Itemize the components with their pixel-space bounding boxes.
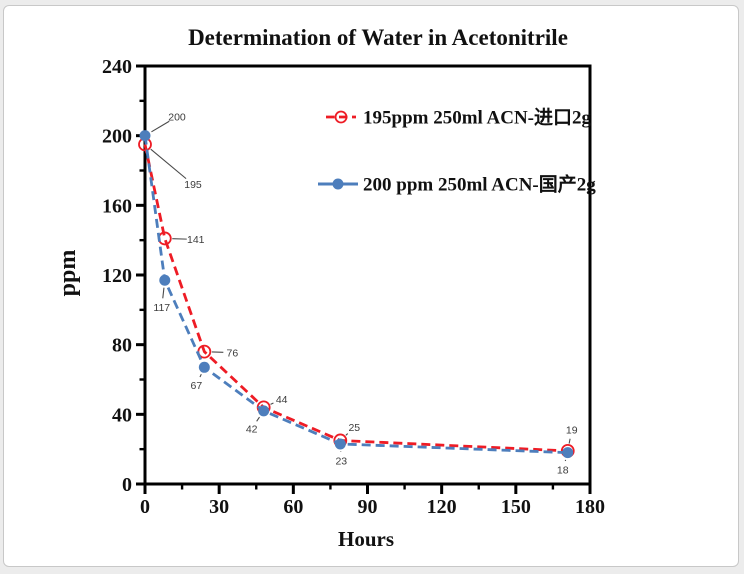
data-point-label: 195 bbox=[184, 179, 202, 191]
data-point-label: 141 bbox=[187, 234, 205, 246]
data-point-label: 76 bbox=[226, 347, 238, 359]
chart-card bbox=[3, 5, 739, 567]
x-tick-label: 120 bbox=[427, 496, 457, 518]
y-axis-title: ppm bbox=[55, 250, 81, 297]
y-tick-label: 40 bbox=[112, 404, 132, 426]
label-leader-line bbox=[345, 433, 349, 436]
x-axis-title: Hours bbox=[338, 527, 394, 551]
data-point-label: 18 bbox=[557, 464, 569, 476]
data-point-filled-circle bbox=[198, 361, 210, 373]
x-tick-label: 0 bbox=[140, 496, 150, 518]
label-leader-line bbox=[150, 148, 187, 180]
y-tick-label: 200 bbox=[102, 126, 132, 148]
data-point-labels: 195 141 76 44 25 19 200 117 67 42 23 18 bbox=[150, 111, 578, 476]
y-tick-label: 160 bbox=[102, 195, 132, 217]
x-tick-label: 90 bbox=[358, 496, 378, 518]
data-point-label: 25 bbox=[348, 422, 360, 434]
y-tick-label: 120 bbox=[102, 265, 132, 287]
x-tick-label: 60 bbox=[283, 496, 303, 518]
chart-title: Determination of Water in Acetonitrile bbox=[188, 25, 568, 50]
label-leader-line bbox=[568, 438, 571, 444]
legend-open-circle-marker-icon bbox=[334, 110, 348, 124]
plot-border bbox=[143, 64, 592, 486]
data-point-filled-circle bbox=[139, 130, 151, 142]
label-leader-line bbox=[270, 402, 274, 405]
data-point-label: 67 bbox=[190, 380, 202, 392]
x-tick-label: 180 bbox=[575, 496, 605, 518]
x-tick-label: 150 bbox=[501, 496, 531, 518]
data-point-label: 23 bbox=[335, 456, 347, 468]
series-line-0 bbox=[143, 144, 568, 453]
plot-area: 0 30 60 90 120 150 180 0 40 80 120 160 200 240 195 141… bbox=[102, 56, 605, 518]
data-point-filled-circle bbox=[562, 447, 574, 459]
label-leader-line bbox=[151, 120, 170, 133]
data-point-filled-circle bbox=[159, 274, 171, 286]
data-point-label: 42 bbox=[246, 424, 258, 436]
data-point-filled-circle bbox=[258, 405, 270, 417]
legend-filled-circle-marker-icon bbox=[332, 178, 344, 190]
label-leader-line bbox=[256, 416, 260, 422]
y-tick-label: 0 bbox=[122, 474, 132, 496]
label-leader-line bbox=[162, 287, 165, 299]
data-series bbox=[138, 130, 575, 459]
data-point-label: 19 bbox=[566, 425, 578, 437]
legend-item-domestic-acn: 200 ppm 250ml ACN-国产2g bbox=[318, 173, 596, 196]
x-tick-label: 30 bbox=[209, 496, 229, 518]
legend-item-imported-acn: 195ppm 250ml ACN-进口2g bbox=[326, 107, 592, 129]
data-point-filled-circle bbox=[334, 438, 346, 450]
data-point-label: 44 bbox=[276, 394, 288, 406]
data-point-label: 200 bbox=[168, 111, 186, 123]
y-tick-label: 80 bbox=[112, 335, 132, 357]
series-line-1 bbox=[143, 135, 568, 455]
data-point-label: 117 bbox=[153, 302, 170, 314]
legend: 195ppm 250ml ACN-进口2g 200 ppm 250ml ACN-… bbox=[318, 107, 596, 196]
axis-ticks: 0 30 60 90 120 150 180 0 40 80 120 160 200 240 bbox=[102, 56, 605, 518]
legend-label-imported: 195ppm 250ml ACN-进口2g bbox=[363, 107, 592, 129]
legend-label-domestic: 200 ppm 250ml ACN-国产2g bbox=[363, 173, 596, 196]
label-leader-line bbox=[199, 373, 202, 378]
y-tick-label: 240 bbox=[102, 56, 132, 78]
